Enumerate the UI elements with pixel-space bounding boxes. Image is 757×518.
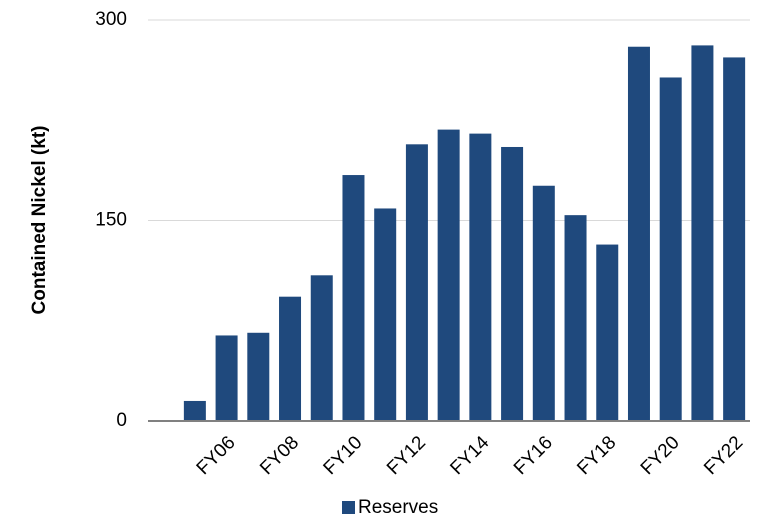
y-axis-title: Contained Nickel (kt) [29,126,50,315]
bar [310,275,333,421]
x-tick-label: FY14 [446,432,493,479]
bar [279,296,302,421]
y-tick-label: 300 [95,9,127,30]
bar [183,400,206,421]
bar [596,244,619,421]
bar [627,46,650,421]
x-tick-label: FY08 [256,432,303,479]
bar [532,185,555,421]
bar [564,215,587,421]
legend-label: Reserves [358,497,438,518]
bar [247,332,270,421]
legend-swatch [342,501,355,514]
x-tick-label: FY06 [193,432,240,479]
bar [374,208,397,421]
x-tick-label: FY16 [510,432,557,479]
x-tick-label: FY20 [637,432,684,479]
bar [342,175,365,421]
x-tick-label: FY22 [700,432,747,479]
bar [215,335,238,421]
y-tick-label: 0 [116,410,127,431]
bar [437,129,460,421]
bar [691,45,714,421]
x-tick-label: FY18 [573,432,620,479]
bar [501,146,524,421]
bar [659,77,682,421]
bar [405,144,428,421]
x-tick-label: FY12 [383,432,430,479]
bar [469,133,492,421]
y-tick-label: 150 [95,210,127,231]
x-tick-label: FY10 [320,432,367,479]
bar [723,57,746,421]
